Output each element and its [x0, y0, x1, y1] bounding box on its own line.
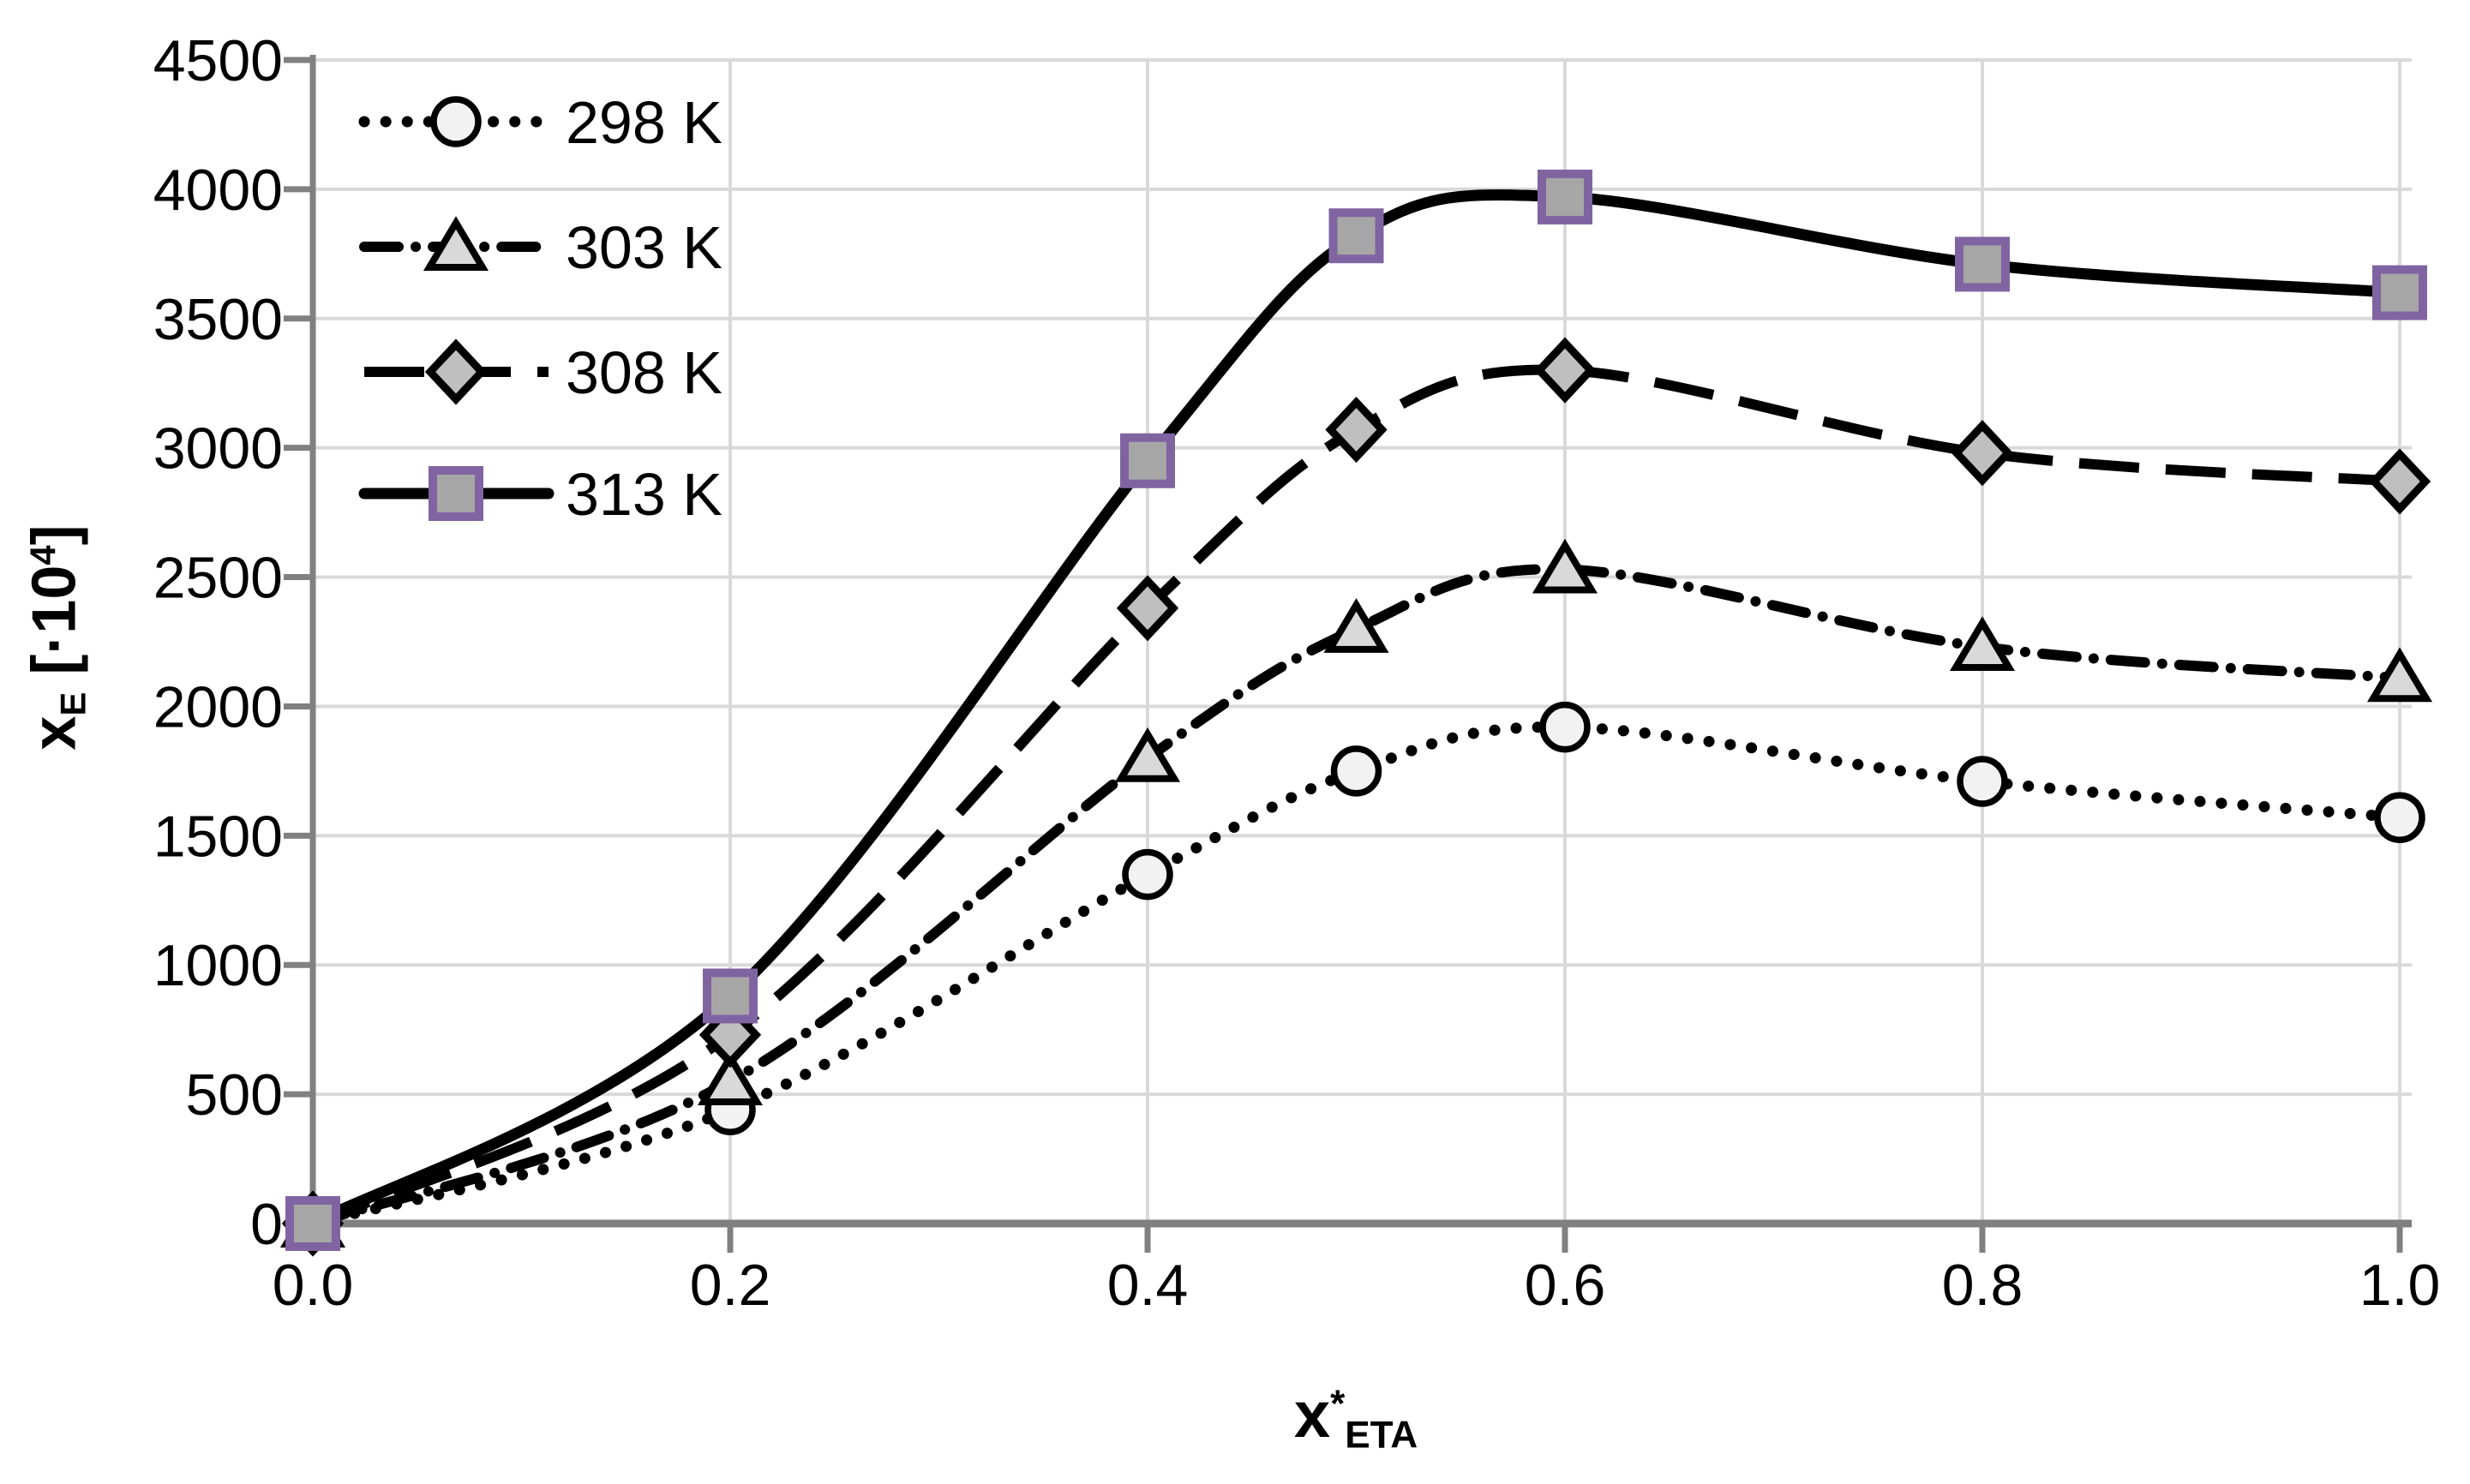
x-axis-title-sub: ETA	[1345, 1414, 1418, 1457]
marker-square	[703, 968, 758, 1024]
y-tick-label: 1500	[153, 804, 283, 869]
legend-label: 303 K	[566, 214, 722, 281]
marker-square	[2372, 265, 2427, 320]
legend-item-0: 298 K	[358, 89, 722, 156]
marker-diamond	[1116, 575, 1179, 642]
series-303-k	[279, 538, 2433, 1248]
y-axis-title-sub: E	[52, 691, 93, 716]
series-313-k	[285, 169, 2427, 1251]
y-tick-label: 2000	[153, 674, 283, 739]
y-tick-label: 4500	[153, 28, 283, 93]
marker-triangle	[697, 1050, 764, 1106]
y-tick-label: 0	[250, 1192, 283, 1257]
legend-item-1: 303 K	[359, 214, 722, 281]
marker-triangle	[1532, 538, 1598, 594]
marker-circle	[2374, 792, 2425, 843]
x-tick-label: 0.0	[273, 1253, 354, 1318]
legend: 298 K 303 K 308 K 313 K	[358, 89, 722, 528]
series-308-k	[281, 337, 2431, 1257]
legend-label: 308 K	[566, 339, 722, 406]
marker-diamond	[1533, 337, 1597, 404]
marker-diamond	[2368, 448, 2431, 515]
x-axis-title-sup: *	[1330, 1382, 1346, 1425]
tick-labels: 0 500 1000 1500 2000 2500 3000 3500 4000 4500 0.0 0…	[153, 28, 2441, 1318]
axes	[284, 55, 2412, 1253]
marker-triangle	[2366, 647, 2433, 703]
legend-item-3: 313 K	[358, 461, 722, 528]
y-tick-label: 2500	[153, 546, 283, 611]
x-axis-title: x*ETA	[1294, 1378, 1418, 1457]
x-tick-label: 0.2	[690, 1253, 771, 1318]
series-line-1	[308, 564, 2405, 1229]
marker-triangle	[1114, 727, 1181, 782]
y-tick-label: 3500	[153, 287, 283, 352]
y-axis-title-sup: 4	[22, 545, 63, 565]
series-298-k	[287, 701, 2425, 1249]
x-axis-title-base: x	[1293, 1379, 1331, 1451]
marker-diamond	[424, 338, 488, 405]
marker-square	[1955, 236, 2010, 292]
marker-square	[285, 1196, 340, 1251]
x-tick-label: 0.8	[1942, 1253, 2023, 1318]
legend-label: 298 K	[566, 89, 722, 156]
y-tick-label: 4000	[153, 158, 283, 223]
marker-circle	[1122, 848, 1173, 901]
marker-square	[1120, 433, 1175, 488]
marker-diamond	[1951, 420, 2014, 487]
legend-label: 313 K	[566, 461, 722, 528]
y-axis-title-base: x	[20, 715, 89, 751]
marker-square	[1328, 208, 1384, 264]
marker-square	[1538, 169, 1592, 224]
x-tick-label: 0.4	[1107, 1253, 1189, 1318]
y-tick-label: 1000	[153, 933, 283, 998]
x-tick-label: 1.0	[2359, 1253, 2441, 1318]
marker-triangle	[423, 216, 489, 271]
y-axis-title-end: ]	[20, 524, 89, 546]
y-axis-title: xE [·104]	[20, 524, 94, 750]
marker-square	[429, 466, 483, 521]
series-line-0	[307, 721, 2406, 1230]
marker-circle	[1957, 756, 2008, 807]
marker-triangle	[1323, 598, 1389, 653]
x-tick-label: 0.6	[1525, 1253, 1606, 1318]
y-axis-title-mid: [·10	[20, 565, 89, 692]
y-tick-label: 500	[186, 1062, 283, 1128]
marker-circle	[1330, 745, 1382, 797]
legend-item-2: 308 K	[364, 338, 722, 406]
marker-triangle	[1949, 616, 2016, 672]
marker-circle	[430, 96, 482, 147]
marker-circle	[1539, 701, 1591, 753]
marker-diamond	[1325, 396, 1388, 464]
y-tick-label: 3000	[153, 416, 283, 482]
